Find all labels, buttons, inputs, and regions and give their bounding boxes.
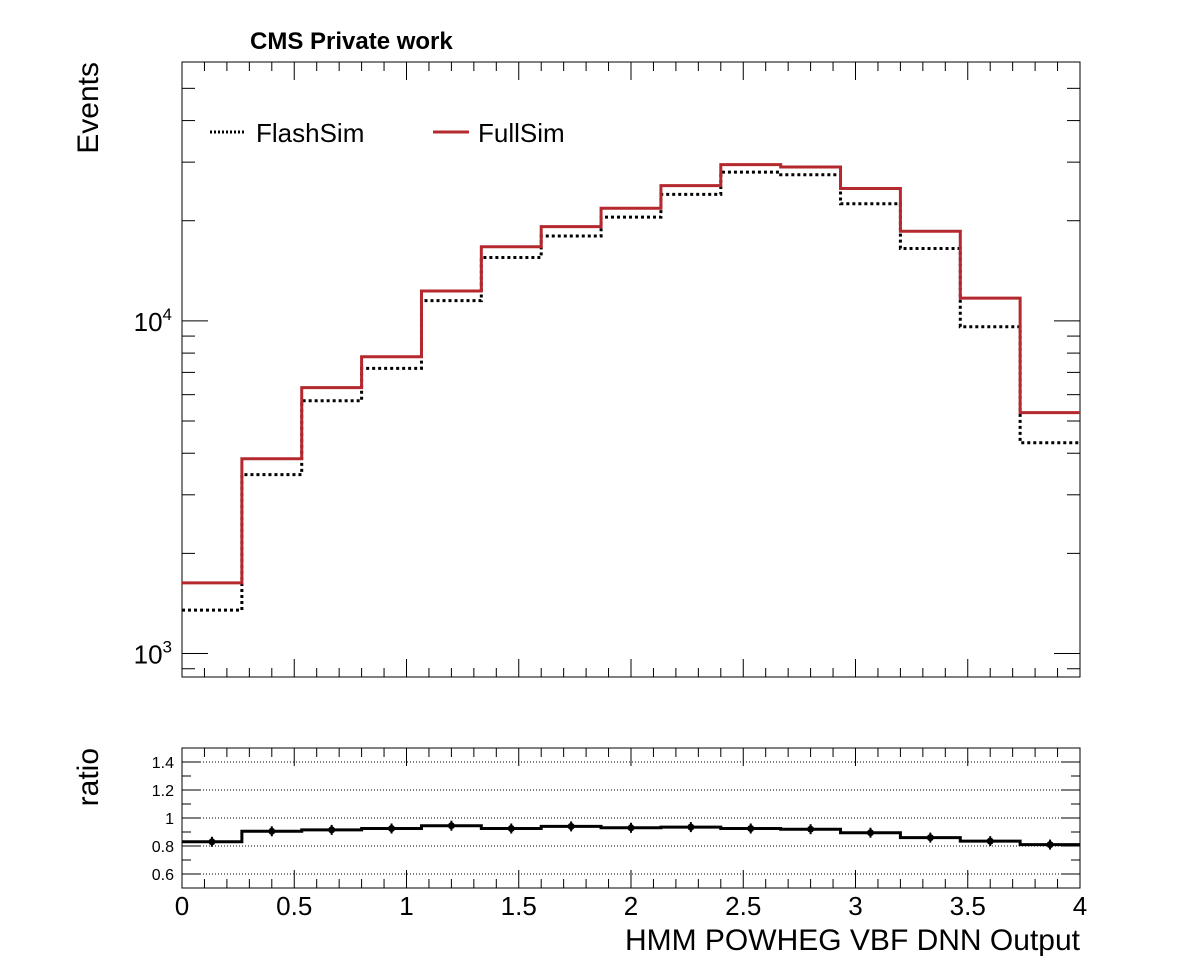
main-y-minor-ticks: [182, 61, 1080, 670]
main-y-tick-label: 104: [134, 305, 172, 337]
ratio-point: [627, 824, 635, 832]
ratio-y-tick-labels: 0.6 0.8 1 1.2 1.4: [152, 755, 174, 884]
x-tick-label: 1.5: [501, 891, 537, 921]
x-tick-label: 2: [624, 891, 638, 921]
x-tick-label: 0.5: [276, 891, 312, 921]
x-tick-label: 4: [1073, 891, 1087, 921]
main-y-tick-labels: 103 104: [134, 305, 172, 670]
main-x-ticks: [181, 62, 1081, 677]
ratio-panel: 0.6 0.8 1 1.2 1.4 0 0.5 1 1.5 2 2.5 3 3.5 4 ratio HM…: [72, 747, 1087, 957]
x-axis-label: HMM POWHEG VBF DNN Output: [625, 924, 1081, 957]
ratio-y-tick-label: 1.4: [152, 755, 174, 772]
x-tick-labels: 0 0.5 1 1.5 2 2.5 3 3.5 4: [175, 891, 1087, 921]
ratio-point: [208, 838, 216, 846]
chart-title: CMS Private work: [250, 28, 453, 55]
ratio-y-axis-label: ratio: [72, 748, 105, 806]
x-tick-label: 1: [399, 891, 413, 921]
ratio-point: [926, 834, 934, 842]
x-tick-label: 3: [848, 891, 862, 921]
main-y-axis-label: Events: [72, 62, 105, 154]
ratio-y-tick-label: 1: [165, 811, 174, 828]
ratio-x-ticks: [181, 748, 1081, 888]
ratio-point: [1046, 841, 1054, 849]
legend-label-fullsim: FullSim: [478, 118, 565, 148]
ratio-y-tick-label: 0.8: [152, 839, 174, 856]
ratio-point: [507, 825, 515, 832]
legend: FlashSim FullSim: [210, 118, 565, 148]
ratio-point: [687, 823, 695, 831]
ratio-point: [567, 822, 575, 830]
x-tick-label: 2.5: [725, 891, 761, 921]
main-series-group: [182, 163, 1080, 612]
ratio-y-tick-label: 0.6: [152, 867, 174, 884]
x-tick-label: 3.5: [950, 891, 986, 921]
ratio-point: [388, 825, 396, 832]
ratio-point: [268, 827, 276, 835]
ratio-y-tick-label: 1.2: [152, 783, 174, 800]
ratio-point: [866, 829, 874, 837]
series-line-fullsim: [182, 163, 1080, 585]
ratio-series-group: [182, 820, 1080, 850]
ratio-point: [986, 837, 994, 845]
series-line-flashsim: [182, 170, 1080, 612]
main-y-tick-label: 103: [134, 638, 172, 670]
main-panel: 103 104 CMS Private work Events FlashSim …: [72, 28, 1081, 678]
ratio-point: [447, 822, 455, 830]
ratio-point: [747, 825, 755, 832]
ratio-point: [328, 826, 336, 834]
legend-label-flashsim: FlashSim: [256, 118, 364, 148]
ratio-point: [807, 825, 815, 833]
x-tick-label: 0: [175, 891, 189, 921]
